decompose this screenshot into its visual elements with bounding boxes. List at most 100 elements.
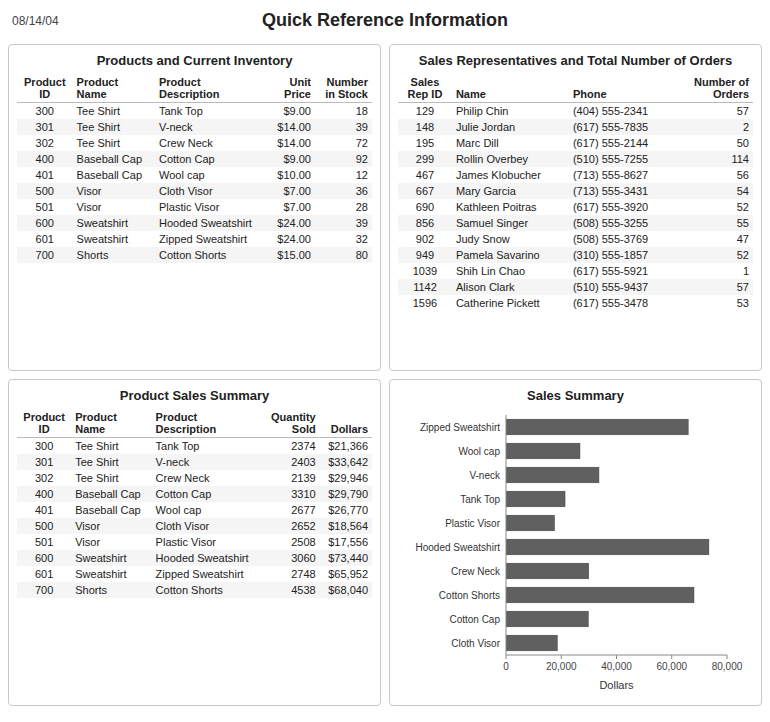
table-cell: $65,952 xyxy=(320,566,372,582)
table-cell: 39 xyxy=(315,215,372,231)
table-body: 300Tee ShirtTank Top2374$21,366301Tee Sh… xyxy=(17,438,372,599)
table-cell: $15.00 xyxy=(268,247,315,263)
table-cell: 1039 xyxy=(398,263,452,279)
table-cell: Pamela Savarino xyxy=(452,247,569,263)
table-cell: $73,440 xyxy=(320,550,372,566)
table-cell: 129 xyxy=(398,103,452,120)
column-header: Product Description xyxy=(155,74,268,103)
table-row: 667Mary Garcia(713) 555-343154 xyxy=(398,183,753,199)
panel-title: Sales Summary xyxy=(398,388,753,403)
category-label: Plastic Visor xyxy=(445,518,501,529)
data-table: Product IDProduct NameProduct Descriptio… xyxy=(17,409,372,598)
table-cell: Cotton Shorts xyxy=(152,582,262,598)
table-cell: Wool cap xyxy=(152,502,262,518)
table-cell: 500 xyxy=(17,518,71,534)
table-cell: Sweatshirt xyxy=(71,550,151,566)
table-cell: 902 xyxy=(398,231,452,247)
table-row: 700ShortsCotton Shorts$15.0080 xyxy=(17,247,372,263)
table-cell: Cloth Visor xyxy=(152,518,262,534)
bar xyxy=(506,587,694,603)
table-cell: 302 xyxy=(17,135,73,151)
bar xyxy=(506,419,688,435)
table-cell: 1596 xyxy=(398,295,452,311)
table-cell: $14.00 xyxy=(268,135,315,151)
table-row: 301Tee ShirtV-neck2403$33,642 xyxy=(17,454,372,470)
table-cell: 50 xyxy=(674,135,753,151)
table-cell: Tee Shirt xyxy=(71,454,151,470)
table-row: 601SweatshirtZipped Sweatshirt2748$65,95… xyxy=(17,566,372,582)
table-cell: Visor xyxy=(73,199,155,215)
bar xyxy=(506,635,557,651)
table-cell: 2652 xyxy=(262,518,320,534)
table-row: 301Tee ShirtV-neck$14.0039 xyxy=(17,119,372,135)
table-cell: 54 xyxy=(674,183,753,199)
table-cell: Baseball Cap xyxy=(73,151,155,167)
table-cell: V-neck xyxy=(152,454,262,470)
header-row: Sales Rep IDNamePhoneNumber of Orders xyxy=(398,74,753,103)
panel-title: Sales Representatives and Total Number o… xyxy=(398,53,753,68)
table-cell: $7.00 xyxy=(268,183,315,199)
header-row: Product IDProduct NameProduct Descriptio… xyxy=(17,409,372,438)
table-cell: 600 xyxy=(17,550,71,566)
table-cell: Hooded Sweatshirt xyxy=(152,550,262,566)
table-row: 1596Catherine Pickett(617) 555-347853 xyxy=(398,295,753,311)
table-cell: $29,946 xyxy=(320,470,372,486)
table-cell: Hooded Sweatshirt xyxy=(155,215,268,231)
table-cell: Samuel Singer xyxy=(452,215,569,231)
table-cell: $14.00 xyxy=(268,119,315,135)
table-cell: 2374 xyxy=(262,438,320,455)
table-cell: (508) 555-3769 xyxy=(569,231,674,247)
table-cell: 32 xyxy=(315,231,372,247)
column-header: Unit Price xyxy=(268,74,315,103)
table-row: 302Tee ShirtCrew Neck$14.0072 xyxy=(17,135,372,151)
dashboard-grid: Products and Current Inventory Product ID… xyxy=(0,44,770,714)
table-cell: $18,564 xyxy=(320,518,372,534)
table-cell: 400 xyxy=(17,486,71,502)
table-cell: 301 xyxy=(17,119,73,135)
tick-label: 80,000 xyxy=(712,661,743,672)
bar xyxy=(506,491,565,507)
column-header: Dollars xyxy=(320,409,372,438)
table-cell: Shih Lin Chao xyxy=(452,263,569,279)
table-cell: Baseball Cap xyxy=(71,486,151,502)
table-cell: Sweatshirt xyxy=(73,231,155,247)
table-cell: 1 xyxy=(674,263,753,279)
table-cell: Sweatshirt xyxy=(71,566,151,582)
table-cell: $24.00 xyxy=(268,215,315,231)
table-cell: $68,040 xyxy=(320,582,372,598)
table-cell: Shorts xyxy=(71,582,151,598)
tick-label: 0 xyxy=(503,661,509,672)
table-cell: 52 xyxy=(674,199,753,215)
table-row: 500VisorCloth Visor2652$18,564 xyxy=(17,518,372,534)
tick-label: 40,000 xyxy=(601,661,632,672)
x-axis-line xyxy=(506,655,727,656)
column-header: Product Description xyxy=(152,409,262,438)
table-cell: 401 xyxy=(17,502,71,518)
table-cell: (310) 555-1857 xyxy=(569,247,674,263)
tick-mark xyxy=(561,655,562,659)
bar xyxy=(506,539,709,555)
table-row: 500VisorCloth Visor$7.0036 xyxy=(17,183,372,199)
table-cell: Tank Top xyxy=(152,438,262,455)
table-cell: 2508 xyxy=(262,534,320,550)
tick-mark xyxy=(506,655,507,659)
table-cell: Baseball Cap xyxy=(73,167,155,183)
table-cell: 1142 xyxy=(398,279,452,295)
table-row: 501VisorPlastic Visor$7.0028 xyxy=(17,199,372,215)
table-cell: (713) 555-8627 xyxy=(569,167,674,183)
table-row: 501VisorPlastic Visor2508$17,556 xyxy=(17,534,372,550)
table-cell: (508) 555-3255 xyxy=(569,215,674,231)
table-cell: Visor xyxy=(71,518,151,534)
table-cell: (510) 555-7255 xyxy=(569,151,674,167)
header-row: Product IDProduct NameProduct Descriptio… xyxy=(17,74,372,103)
bar-chart: 020,00040,00060,00080,000Cloth VisorCott… xyxy=(398,409,753,695)
date: 08/14/04 xyxy=(12,14,59,28)
table-cell: 2 xyxy=(674,119,753,135)
table-head: Product IDProduct NameProduct Descriptio… xyxy=(17,409,372,438)
category-label: Crew Neck xyxy=(451,566,501,577)
table-row: 299Rollin Overbey(510) 555-7255114 xyxy=(398,151,753,167)
table-cell: Crew Neck xyxy=(152,470,262,486)
panel: Sales Representatives and Total Number o… xyxy=(389,44,762,371)
table-cell: 501 xyxy=(17,534,71,550)
panel-title: Products and Current Inventory xyxy=(17,53,372,68)
